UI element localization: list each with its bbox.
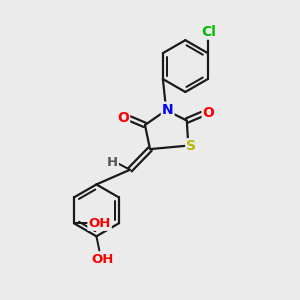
Text: O: O — [203, 106, 214, 121]
Text: O: O — [117, 111, 129, 125]
Text: Cl: Cl — [201, 25, 216, 39]
Text: N: N — [162, 103, 173, 117]
Text: H: H — [107, 156, 118, 169]
Text: OH: OH — [92, 253, 114, 266]
Text: OH: OH — [88, 217, 111, 230]
Text: S: S — [186, 139, 196, 153]
